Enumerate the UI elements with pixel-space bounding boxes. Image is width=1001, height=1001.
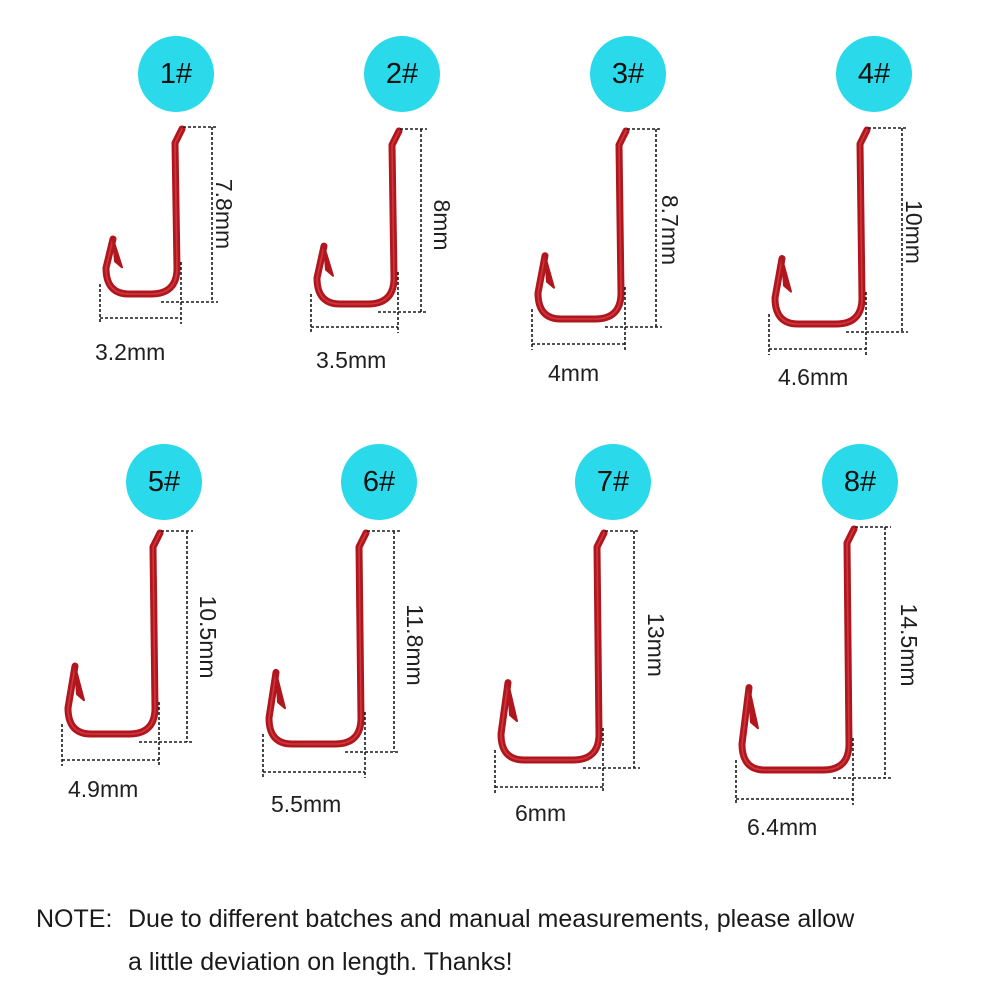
- hook-highlight-1: [105, 128, 183, 295]
- hook-group-2: 3.5mm 8mm: [310, 127, 455, 373]
- hook-group-6: 5.5mm 11.8mm: [262, 529, 428, 817]
- hook-barb-7: [507, 681, 518, 723]
- hook-group-8: 6.4mm 14.5mm: [735, 525, 922, 840]
- hook-wire-5: [64, 529, 164, 738]
- length-label-2: 8mm: [429, 199, 455, 250]
- hook-highlight-5: [67, 532, 161, 735]
- width-label-4: 4.6mm: [778, 364, 848, 390]
- width-label-1: 3.2mm: [95, 339, 165, 365]
- hook-barb-3: [544, 254, 555, 289]
- hook-highlight-2: [316, 130, 400, 305]
- note-label: NOTE:: [36, 905, 113, 933]
- hook-wire-7: [497, 529, 608, 764]
- hook-wire-3: [534, 127, 630, 323]
- hook-highlight-6: [268, 532, 367, 745]
- hook-wire-2: [313, 127, 403, 308]
- hook-highlight-7: [500, 532, 605, 761]
- length-label-4: 10mm: [901, 200, 927, 264]
- hook-wire-1: [102, 125, 186, 298]
- length-label-6: 11.8mm: [402, 604, 428, 685]
- hook-barb-5: [74, 665, 85, 702]
- hook-wire-6: [265, 529, 370, 748]
- hook-group-5: 4.9mm 10.5mm: [61, 529, 221, 802]
- note-line-1: Due to different batches and manual meas…: [128, 905, 855, 933]
- length-label-5: 10.5mm: [195, 595, 221, 678]
- hook-barb-6: [275, 671, 286, 710]
- length-label-1: 7.8mm: [211, 179, 237, 249]
- hook-group-1: 3.2mm 7.8mm: [95, 125, 237, 365]
- hook-highlight-8: [741, 528, 855, 771]
- size-badge-8: 8#: [822, 444, 898, 520]
- size-badge-6: 6#: [341, 444, 417, 520]
- hook-group-4: 4.6mm 10mm: [768, 126, 927, 390]
- hook-barb-8: [748, 686, 759, 730]
- hook-group-3: 4mm 8.7mm: [531, 127, 683, 386]
- width-label-6: 5.5mm: [271, 791, 341, 817]
- hook-wire-8: [738, 525, 858, 774]
- size-badge-4: 4#: [836, 36, 912, 112]
- size-badge-3: 3#: [590, 36, 666, 112]
- length-label-3: 8.7mm: [657, 195, 683, 265]
- length-label-8: 14.5mm: [896, 603, 922, 686]
- width-label-7: 6mm: [515, 800, 566, 826]
- size-badge-5: 5#: [126, 444, 202, 520]
- width-label-5: 4.9mm: [68, 776, 138, 802]
- hook-wire-4: [771, 126, 871, 328]
- note-block: NOTE: Due to different batches and manual…: [36, 898, 976, 984]
- hook-barb-2: [323, 245, 334, 277]
- hook-group-7: 6mm 13mm: [494, 529, 669, 826]
- width-label-8: 6.4mm: [747, 814, 817, 840]
- length-label-7: 13mm: [643, 613, 669, 677]
- note-line-2: a little deviation on length. Thanks!: [128, 948, 513, 976]
- hook-highlight-4: [774, 129, 868, 325]
- size-badge-1: 1#: [138, 36, 214, 112]
- hook-barb-1: [112, 238, 123, 269]
- hook-highlight-3: [537, 130, 627, 320]
- width-label-2: 3.5mm: [316, 347, 386, 373]
- hook-barb-4: [781, 257, 792, 293]
- width-label-3: 4mm: [548, 360, 599, 386]
- size-badge-2: 2#: [364, 36, 440, 112]
- size-badge-7: 7#: [575, 444, 651, 520]
